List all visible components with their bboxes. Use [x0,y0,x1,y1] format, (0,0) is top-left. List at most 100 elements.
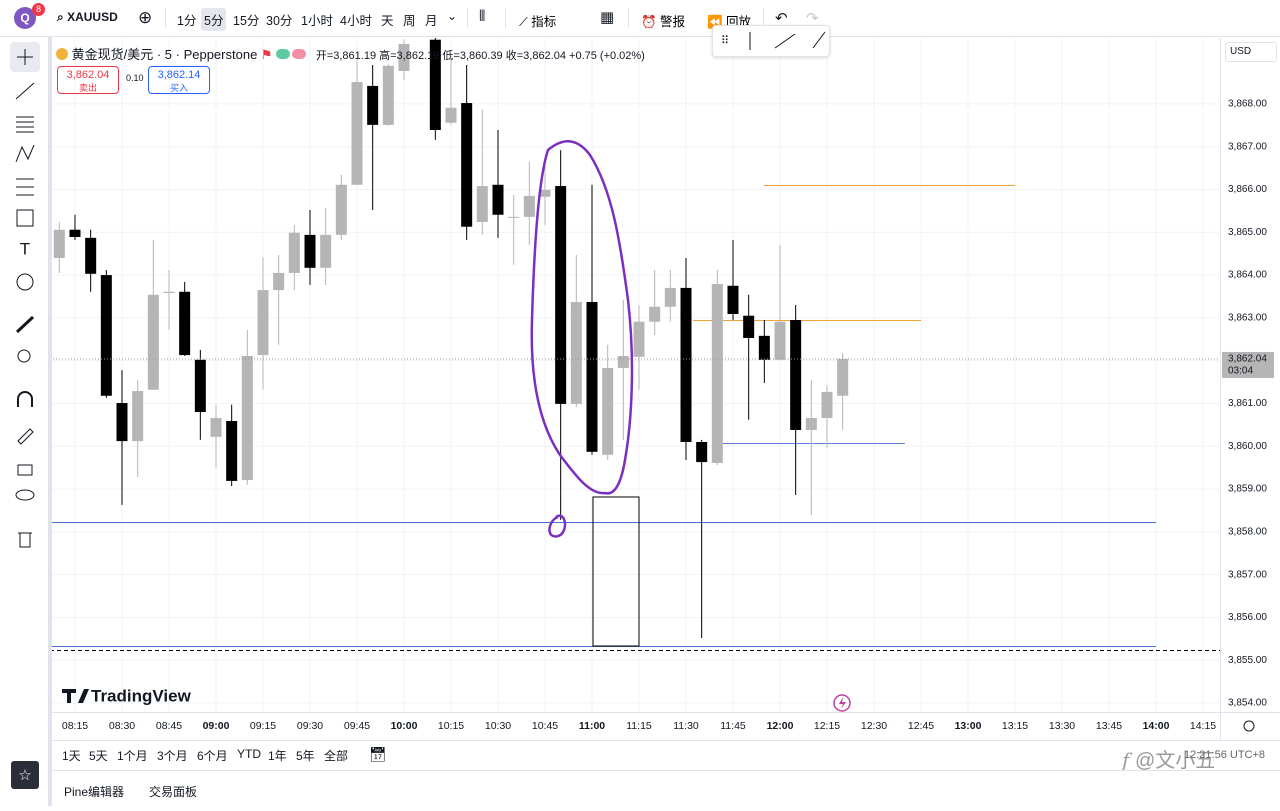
bottom-tabs: Pine编辑器 交易面板 [52,770,1280,807]
y-tick-label: 3,856.00 [1228,612,1267,623]
alerts-label: 警报 [660,15,686,29]
range-button[interactable]: 1年 [268,749,287,763]
candle-body [304,234,316,268]
emoji-tool[interactable] [16,273,34,291]
range-button[interactable]: 1个月 [117,749,148,763]
tool-icon[interactable] [774,31,826,49]
text-tool[interactable]: T [20,239,30,258]
undo-button[interactable]: ↶ [775,10,788,27]
drawing-tools: T ☆ [10,42,40,789]
x-tick-label: 11:15 [626,720,652,732]
candle-body [617,355,629,368]
trendline-tool[interactable] [15,82,35,100]
indicators-button[interactable]: ⟋ 指标 [519,15,557,29]
range-button[interactable]: 1天 [62,749,81,763]
user-avatar[interactable]: Q [14,7,36,29]
pattern-tool[interactable] [15,144,35,163]
interval-button[interactable]: 1小时 [301,14,333,28]
draw-mode-tool[interactable] [17,428,34,445]
delete-tool[interactable] [18,532,32,548]
shape-tool[interactable] [16,209,34,227]
interval-button[interactable]: 15分 [233,14,260,28]
flash-icon[interactable] [833,694,851,712]
axes: 3,854.00 3,855.00 3,856.00 3,857.00 3,858.00… [62,99,1274,732]
x-tick-label: 14:15 [1190,720,1216,732]
visibility-tool[interactable] [15,489,35,501]
interval-button[interactable]: 周 [403,14,416,28]
redo-button[interactable]: ↷ [806,10,819,27]
interval-button[interactable]: 月 [425,14,438,28]
interval-button[interactable]: 5分 [201,8,227,31]
interval-menu[interactable]: ⌄ [447,9,458,23]
watchlist-button[interactable] [11,761,39,789]
candle-body [69,229,81,237]
x-tick-label: 11:45 [720,720,746,732]
candle-body [147,294,159,390]
compare-button[interactable]: ⊕ [138,8,153,27]
panel-tab[interactable]: 交易面板 [149,785,198,799]
range-button[interactable]: 5天 [89,749,108,763]
price-badge-countdown: 03:04 [1228,366,1253,377]
x-tick-label: 08:15 [62,720,88,732]
freehand-circle [530,140,634,495]
range-button[interactable]: 全部 [324,749,349,763]
measure-tool[interactable] [15,315,35,334]
drag-handle: ⠿ [721,35,729,47]
symbol-search[interactable]: ⌕ XAUUSD [57,10,118,24]
range-button[interactable]: 5年 [296,749,315,763]
chart-type-button[interactable]: ⫴ [479,8,486,25]
layouts-button[interactable]: ▦ [600,9,615,26]
candle-body [116,403,128,442]
y-tick-label: 3,864.00 [1228,270,1267,281]
candle-body [273,272,285,291]
x-tick-label: 09:30 [297,720,323,732]
x-tick-label: 12:45 [908,720,934,732]
currency-selector[interactable]: USD [1225,42,1277,62]
y-tick-label: 3,863.00 [1228,313,1267,324]
y-tick-label: 3,867.00 [1228,141,1267,152]
alerts-button[interactable]: ⏰ 警报 [641,15,686,29]
fib-tool[interactable] [16,116,34,133]
star-icon: ☆ [18,767,31,784]
flag-icon[interactable]: ⚑ [260,47,273,62]
status-dot [276,49,291,59]
brand: TradingView [91,686,192,705]
y-tick-label: 3,866.00 [1228,184,1267,195]
sell-button[interactable]: 3,862.04 卖出 [57,66,119,94]
buy-button[interactable]: 3,862.14 买入 [148,66,210,94]
goto-date-button[interactable]: 📅︎ [369,746,387,762]
panel-tab[interactable]: Pine编辑器 [64,785,125,799]
watermark: f @文小五 [1122,744,1215,773]
candle-body [398,43,410,71]
candle-body [633,321,645,357]
interval-button[interactable]: 30分 [266,14,293,28]
crosshair-tool[interactable] [17,49,33,65]
settings-icon[interactable] [1243,720,1255,732]
candle-body [461,103,473,227]
range-button[interactable]: YTD [237,747,261,761]
lock-tool[interactable] [17,464,33,476]
candle-body [288,232,300,273]
x-tick-label: 10:45 [532,720,558,732]
interval-button[interactable]: 1分 [177,14,197,28]
candle-body [711,284,723,463]
zoom-tool[interactable] [17,349,31,363]
interval-button[interactable]: 4小时 [340,14,372,28]
candle-body [727,285,739,315]
symbol-legend: 黄金现货/美元 · 5 · Pepperstone ⚑ 开=3,861.19 高… [56,44,645,63]
candle-body [680,287,692,442]
magnet-tool[interactable] [17,391,33,407]
y-tick-label: 3,854.00 [1228,698,1267,709]
candle-body [210,418,222,437]
candle-body [85,237,97,274]
range-button[interactable]: 6个月 [197,749,228,763]
x-tick-label: 13:15 [1002,720,1028,732]
y-tick-label: 3,860.00 [1228,441,1267,452]
forecast-tool[interactable] [16,178,34,196]
candle-body [821,391,833,419]
candle-body [382,65,394,125]
interval-button[interactable]: 天 [381,14,394,28]
x-tick-label: 09:00 [203,720,230,732]
candle-body [320,234,332,268]
range-button[interactable]: 3个月 [157,749,188,763]
